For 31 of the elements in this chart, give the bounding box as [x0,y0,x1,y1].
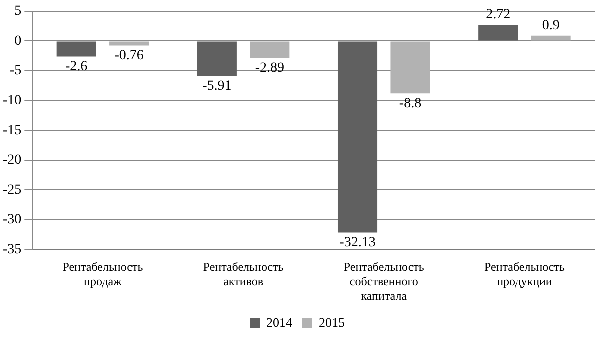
y-tick-label: -35 [2,242,22,258]
data-label: -32.13 [340,235,376,250]
y-tick-label: 0 [14,34,22,49]
y-tick-label: -30 [2,212,22,228]
legend-label: 2014 [266,314,293,330]
y-tick-label: -20 [2,153,22,168]
legend-label: 2015 [319,314,345,330]
bar [110,42,150,46]
y-tick-label: -25 [2,182,22,198]
bar [197,42,237,76]
bar [56,42,96,57]
x-tick-label: Рентабельность продаж [62,260,144,289]
data-label: -2.89 [255,61,284,76]
bar [390,42,430,94]
bar [478,24,518,41]
data-label: -0.76 [114,48,144,64]
data-label: 0.9 [542,18,560,34]
bar [531,36,571,41]
y-tick-label: -5 [10,64,22,79]
data-label: -2.6 [66,59,88,74]
data-label: 2.72 [486,8,511,23]
bar [338,42,378,233]
x-tick-label: Рентабельность активов [203,260,284,289]
data-label: -8.8 [399,96,422,112]
y-tick-label: -15 [2,123,22,138]
y-tick-label: -10 [2,93,22,108]
bar [250,42,290,58]
x-tick-label: Рентабельность собственного капитала [344,260,425,303]
y-tick-label: 5 [14,4,22,20]
data-label: -5.91 [202,79,232,94]
x-tick-label: Рентабельность продукции [484,260,566,289]
